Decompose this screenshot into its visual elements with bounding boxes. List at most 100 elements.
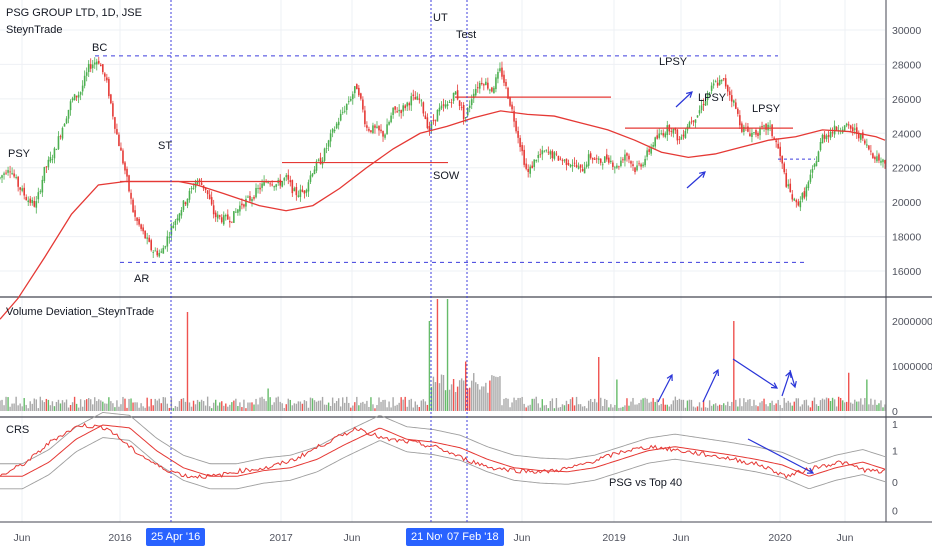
candle-body: [224, 215, 227, 217]
volume-bar: [144, 407, 146, 411]
volume-bar: [565, 400, 568, 411]
candle-body: [593, 158, 596, 160]
volume-bar: [400, 397, 402, 411]
candle-body: [700, 105, 703, 111]
candle-body: [527, 169, 529, 172]
candle-body: [339, 113, 342, 121]
candle-body: [243, 204, 245, 207]
volume-pane[interactable]: [0, 299, 886, 411]
volume-bar: [626, 398, 628, 411]
volume-bar: [710, 405, 713, 411]
volume-bar: [475, 382, 477, 411]
volume-bar: [124, 398, 126, 411]
candle-body: [489, 89, 491, 91]
volume-bar: [126, 407, 128, 411]
annotation-ut: UT: [433, 12, 448, 24]
candle-body: [247, 196, 249, 198]
candle-body: [733, 100, 735, 103]
volume-bar: [271, 404, 273, 411]
candle-body: [17, 176, 19, 187]
volume-bar: [473, 373, 475, 411]
candle-body: [620, 160, 622, 167]
volume-bar: [872, 404, 874, 411]
candle-body: [543, 151, 546, 153]
trend-arrow-head: [686, 91, 693, 98]
volume-bar: [378, 397, 380, 411]
candle-body: [315, 161, 318, 171]
candle-body: [299, 189, 302, 198]
price-axis-tick: 26000: [892, 94, 921, 106]
candle-body: [680, 136, 683, 140]
candle-body: [273, 186, 275, 188]
candle-body: [79, 92, 82, 95]
volume-bar: [384, 399, 386, 411]
candle-body: [394, 106, 396, 110]
volume-bar: [446, 299, 449, 411]
date-badge-3[interactable]: 07 Feb '18: [442, 528, 504, 546]
candle-body: [821, 134, 824, 144]
volume-bar: [852, 403, 854, 411]
volume-bar: [251, 402, 253, 411]
candle-body: [337, 121, 340, 126]
volume-bar: [150, 398, 152, 411]
candle-body: [51, 159, 54, 160]
volume-bar: [5, 396, 7, 411]
volume-bar: [606, 399, 608, 411]
candle-body: [59, 136, 62, 138]
candle-body: [176, 218, 179, 221]
candle-body: [204, 187, 207, 190]
volume-bar: [644, 397, 646, 411]
crs-pane[interactable]: [0, 411, 886, 490]
candle-body: [61, 127, 64, 139]
candle-body: [301, 189, 304, 192]
candle-body: [549, 151, 552, 155]
volume-bar: [92, 404, 94, 411]
candle-body: [654, 137, 656, 147]
volume-bar: [456, 386, 459, 411]
candle-body: [835, 126, 838, 131]
volume-bar: [289, 399, 291, 411]
price-pane[interactable]: [0, 56, 886, 320]
candle-body: [831, 132, 834, 134]
volume-bar: [497, 377, 499, 411]
volume-bar: [25, 404, 27, 411]
candle-body: [428, 126, 431, 131]
volume-bar: [301, 403, 304, 411]
candle-body: [29, 198, 32, 203]
volume-bar: [200, 399, 203, 411]
volume-bar: [374, 408, 376, 411]
volume-bar: [799, 406, 802, 411]
candle-body: [801, 193, 804, 200]
candle-body: [880, 160, 882, 163]
candle-body: [297, 195, 300, 197]
volume-bar: [186, 312, 189, 411]
crs-moving-average: [0, 424, 886, 477]
candle-body: [769, 125, 771, 127]
candle-body: [281, 181, 284, 187]
volume-bar: [331, 397, 334, 411]
candle-body: [21, 188, 23, 191]
volume-indicator-title[interactable]: Volume Deviation_SteynTrade: [6, 306, 155, 318]
candle-body: [565, 158, 568, 166]
volume-bar: [235, 398, 237, 411]
volume-bar: [305, 401, 308, 411]
candle-body: [487, 82, 489, 89]
candle-body: [7, 170, 9, 173]
crs-indicator-title[interactable]: CRS: [6, 424, 30, 436]
candle-body: [664, 133, 667, 137]
candle-body: [747, 126, 749, 132]
volume-bar: [777, 399, 779, 411]
candle-body: [710, 85, 713, 91]
volume-bar: [380, 401, 382, 411]
candle-body: [793, 198, 796, 201]
candle-body: [422, 102, 425, 114]
price-axis-tick: 20000: [892, 197, 921, 209]
candle-body: [69, 101, 72, 111]
candle-body: [720, 79, 723, 82]
candle-body: [200, 182, 203, 185]
date-badge-1[interactable]: 25 Apr '16: [146, 528, 206, 546]
candle-body: [53, 148, 56, 159]
candle-body: [660, 133, 663, 135]
annotation-st: ST: [158, 140, 173, 152]
